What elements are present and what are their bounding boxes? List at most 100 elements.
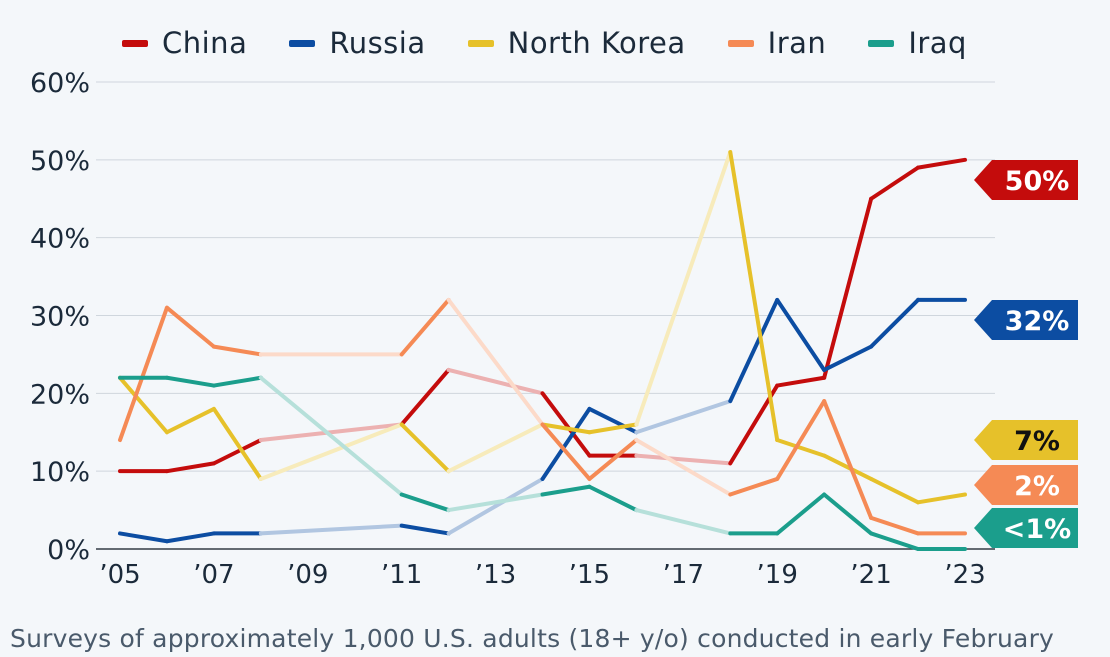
line-segment-north-korea xyxy=(822,453,874,481)
line-segment-iraq xyxy=(822,492,874,536)
axis-ticks: 0% 10% 20% 30% 40% 50% 60% ’05 ’07 ’09 ’11 ’13 ’15 ’1… xyxy=(30,68,986,590)
series-russia xyxy=(118,297,967,544)
legend-label: Russia xyxy=(329,26,426,60)
line-segment-iraq xyxy=(869,531,921,551)
line-segment-iran xyxy=(399,297,451,357)
line-segment-north-korea xyxy=(164,406,216,435)
legend: China Russia North Korea Iran Iraq xyxy=(122,26,1009,60)
line-segment-iran xyxy=(446,297,545,427)
x-tick-label: ’05 xyxy=(99,560,140,590)
line-segment-russia xyxy=(869,297,921,349)
line-segment-russia xyxy=(822,344,874,372)
end-label-value: <1% xyxy=(1003,514,1071,545)
line-segment-iraq xyxy=(540,484,592,497)
end-label-china: 50% xyxy=(974,160,1078,200)
legend-swatch xyxy=(727,39,754,47)
line-segment-russia xyxy=(634,399,733,435)
legend-swatch xyxy=(868,39,895,47)
line-segment-iraq xyxy=(775,492,827,536)
series-lines xyxy=(118,150,967,551)
gridlines xyxy=(96,81,995,550)
line-segment-iraq xyxy=(399,492,451,513)
line-segment-china xyxy=(869,165,921,201)
line-segment-china xyxy=(399,367,451,427)
line-segment-north-korea xyxy=(258,422,404,481)
legend-label: Iraq xyxy=(908,26,967,60)
line-segment-russia xyxy=(587,406,639,435)
line-segment-iran xyxy=(164,305,216,349)
line-segment-russia xyxy=(446,476,545,536)
y-tick-label: 40% xyxy=(30,224,90,255)
line-segment-china xyxy=(164,461,216,474)
legend-item-north-korea: North Korea xyxy=(467,26,686,60)
end-label-iran: 2% xyxy=(974,465,1078,505)
y-tick-label: 20% xyxy=(30,379,90,410)
line-segment-china xyxy=(211,438,263,466)
line-segment-iran xyxy=(775,399,827,481)
legend-item-iraq: Iraq xyxy=(868,26,967,60)
line-segment-china xyxy=(446,367,545,396)
end-label-flag xyxy=(974,465,1078,505)
line-segment-iran xyxy=(587,438,639,481)
x-tick-label: ’09 xyxy=(287,560,328,590)
line-segment-iran xyxy=(634,438,733,497)
y-tick-label: 50% xyxy=(30,146,90,177)
line-segment-iraq xyxy=(164,375,216,388)
line-segment-russia xyxy=(118,531,169,544)
line-segment-north-korea xyxy=(211,406,263,481)
line-segment-north-korea xyxy=(775,438,827,458)
x-tick-label: ’21 xyxy=(850,560,891,590)
legend-swatch xyxy=(122,39,148,47)
line-segment-china xyxy=(634,453,733,466)
end-label-iraq: <1% xyxy=(974,508,1078,548)
line-segment-iraq xyxy=(258,375,404,497)
end-label-flag xyxy=(974,420,1078,460)
legend-swatch xyxy=(467,39,494,47)
line-segment-russia xyxy=(164,531,216,544)
line-segment-russia xyxy=(258,523,404,536)
line-segment-china xyxy=(775,375,827,388)
series-north-korea xyxy=(118,150,967,505)
end-label-russia: 32% xyxy=(974,300,1078,340)
end-label-flag xyxy=(974,160,1078,200)
end-label-value: 2% xyxy=(1014,471,1060,502)
line-segment-iran xyxy=(822,399,874,520)
legend-item-iran: Iran xyxy=(727,26,827,60)
end-labels: 50% 32% 7% 2% <1% xyxy=(974,160,1078,548)
legend-item-china: China xyxy=(122,26,247,60)
line-segment-iraq xyxy=(634,508,733,536)
legend-label: China xyxy=(162,26,248,60)
end-label-value: 50% xyxy=(1005,166,1070,197)
series-iran xyxy=(118,297,967,536)
line-segment-china xyxy=(540,391,592,458)
line-segment-iran xyxy=(211,344,263,357)
x-tick-label: ’17 xyxy=(663,560,704,590)
line-segment-north-korea xyxy=(869,476,921,505)
line-segment-north-korea xyxy=(399,422,451,474)
line-segment-russia xyxy=(728,297,780,404)
line-segment-iraq xyxy=(587,484,639,513)
x-tick-label: ’07 xyxy=(193,560,234,590)
x-tick-label: ’19 xyxy=(757,560,798,590)
line-segment-north-korea xyxy=(587,422,639,435)
y-tick-label: 30% xyxy=(30,302,90,333)
line-segment-russia xyxy=(540,406,592,481)
y-tick-label: 60% xyxy=(30,68,90,99)
end-label-flag xyxy=(974,508,1078,548)
line-segment-iraq xyxy=(211,375,263,388)
footnote: Surveys of approximately 1,000 U.S. adul… xyxy=(10,624,1055,653)
line-segment-north-korea xyxy=(540,422,592,435)
line-segment-iran xyxy=(118,305,169,443)
end-label-value: 32% xyxy=(1005,306,1070,337)
line-segment-iran xyxy=(728,476,780,497)
line-segment-north-korea xyxy=(728,150,780,443)
x-tick-label: ’13 xyxy=(475,560,516,590)
line-segment-china xyxy=(822,196,874,380)
line-segment-north-korea xyxy=(634,150,733,427)
x-tick-label: ’15 xyxy=(569,560,610,590)
y-tick-label: 0% xyxy=(47,535,90,566)
end-label-north-korea: 7% xyxy=(974,420,1078,460)
series-iraq xyxy=(118,375,967,551)
line-segment-iran xyxy=(869,515,921,536)
